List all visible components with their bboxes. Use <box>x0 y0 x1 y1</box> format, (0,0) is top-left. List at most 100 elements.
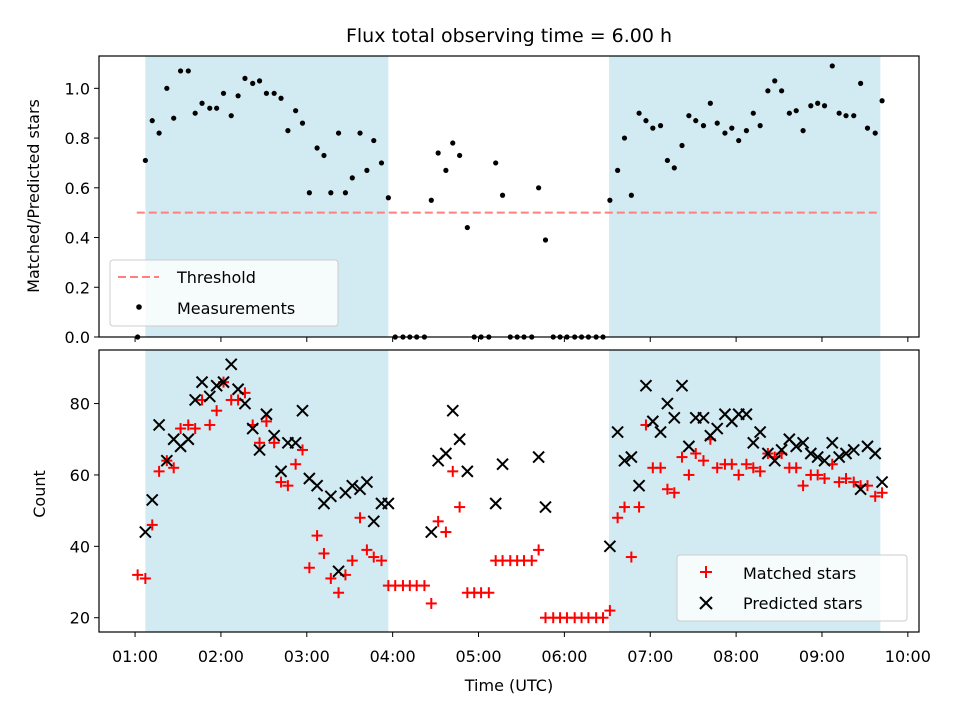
matched-star-point <box>612 512 624 524</box>
chart-title: Flux total observing time = 6.00 h <box>346 25 672 47</box>
matched-star-point <box>533 544 545 556</box>
measurement-point <box>192 110 198 116</box>
measurement-point <box>385 195 391 201</box>
measurement-point <box>829 63 835 69</box>
matched-star-point <box>361 544 373 556</box>
x-tick-label: 07:00 <box>627 647 673 666</box>
measurement-point <box>185 68 191 74</box>
matched-star-point <box>633 501 645 513</box>
y-tick-label: 1.0 <box>65 79 90 98</box>
measurement-point <box>636 110 642 116</box>
matched-star-point <box>797 480 809 492</box>
predicted-star-point <box>446 404 459 417</box>
matched-stars-points <box>132 376 888 624</box>
predicted-star-point <box>210 379 223 392</box>
matched-star-point <box>661 483 673 495</box>
matched-star-point <box>303 562 315 574</box>
matched-star-point <box>483 587 495 599</box>
matched-star-point <box>333 587 345 599</box>
measurement-point <box>493 160 499 166</box>
predicted-star-point <box>425 525 438 539</box>
shaded-region <box>145 350 389 632</box>
predicted-star-point <box>646 415 660 428</box>
matched-star-point <box>282 480 294 492</box>
measurement-point <box>650 125 656 131</box>
predicted-star-point <box>697 411 710 425</box>
measurement-point <box>199 100 205 106</box>
measurement-point <box>615 167 621 173</box>
x-tick-label: 05:00 <box>455 647 501 666</box>
matched-star-point <box>440 526 452 538</box>
predicted-star-point <box>661 397 674 410</box>
measurement-point <box>679 142 685 149</box>
x-tick-label: 02:00 <box>198 647 244 666</box>
measurement-point <box>499 192 506 198</box>
predicted-star-point <box>854 483 867 496</box>
measurement-point <box>450 140 456 146</box>
predicted-star-point <box>796 436 810 450</box>
measurement-point <box>371 137 377 144</box>
matched-star-point <box>697 455 709 467</box>
measurement-point <box>664 157 671 164</box>
predicted-star-point <box>747 436 760 450</box>
matched-star-point <box>296 444 308 456</box>
top-measurement-points <box>135 63 885 340</box>
predicted-star-point <box>804 447 818 460</box>
matched-star-point <box>690 448 702 460</box>
predicted-star-point <box>439 447 453 460</box>
measurement-point <box>851 113 857 119</box>
top-plot-frame <box>98 55 920 338</box>
measurement-point <box>464 224 470 231</box>
measurement-point <box>428 197 434 203</box>
y-tick-label: 0.2 <box>65 278 90 297</box>
measurement-point <box>314 145 320 151</box>
x-tick-label: 01:00 <box>112 647 158 666</box>
measurement-point <box>686 113 692 119</box>
measurement-point <box>278 95 284 101</box>
predicted-star-point <box>775 443 788 457</box>
legend-predicted-swatch <box>699 596 713 610</box>
measurement-point <box>443 167 449 173</box>
measurement-point <box>815 100 821 106</box>
y-tick-label: 0.8 <box>65 129 90 148</box>
measurement-point <box>250 80 256 86</box>
measurement-point <box>435 150 441 156</box>
predicted-star-point <box>489 497 502 510</box>
bottom-x-axis-ticks: 01:00 02:00 03:00 04:00 05:00 06:00 07:00 08:00… <box>112 632 931 666</box>
y-tick-label: 0.4 <box>65 229 90 248</box>
matched-star-point <box>625 551 637 563</box>
matched-star-point <box>418 580 430 592</box>
predicted-star-point <box>360 475 374 489</box>
measurement-point <box>357 130 363 136</box>
matched-star-point <box>275 476 287 488</box>
measurement-point <box>256 78 263 84</box>
matched-star-point <box>368 551 380 563</box>
x-tick-label: 06:00 <box>541 647 587 666</box>
measurement-point <box>750 110 756 116</box>
predicted-star-point <box>625 450 638 464</box>
legend-matched-label: Matched stars <box>743 564 856 583</box>
predicted-star-point <box>753 425 767 439</box>
predicted-star-point <box>603 540 617 553</box>
predicted-star-point <box>818 454 831 467</box>
predicted-star-point <box>289 436 302 450</box>
predicted-star-point <box>682 440 696 453</box>
measurement-point <box>235 93 241 99</box>
matched-star-point <box>447 465 459 477</box>
predicted-star-point <box>152 418 166 432</box>
predicted-star-point <box>632 479 646 492</box>
measurement-point <box>779 88 785 94</box>
matched-star-point <box>790 462 802 474</box>
predicted-star-point <box>160 454 174 467</box>
bottom-y-axis-ticks: 20 40 60 80 <box>70 395 99 628</box>
matched-star-point <box>604 605 616 617</box>
measurement-point <box>242 75 248 81</box>
measurement-point <box>628 192 634 198</box>
y-tick-label: 0.6 <box>65 179 90 198</box>
matched-star-point <box>189 423 201 435</box>
measurement-point <box>306 190 312 196</box>
matched-star-point <box>618 501 630 513</box>
measurement-point <box>171 115 177 121</box>
predicted-star-point <box>238 397 252 410</box>
